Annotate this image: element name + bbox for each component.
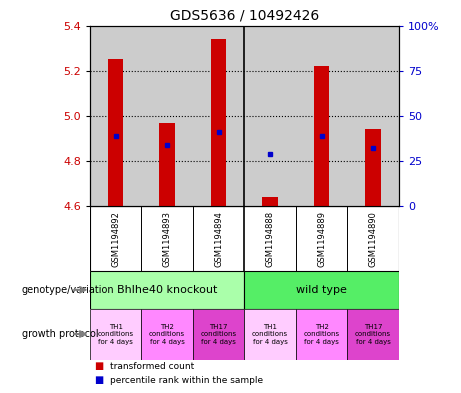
Text: ■: ■ <box>95 375 104 385</box>
Text: TH2
conditions
for 4 days: TH2 conditions for 4 days <box>149 323 185 345</box>
Text: TH17
conditions
for 4 days: TH17 conditions for 4 days <box>201 323 236 345</box>
Bar <box>244 309 296 360</box>
Text: TH1
conditions
for 4 days: TH1 conditions for 4 days <box>252 323 288 345</box>
Bar <box>90 271 244 309</box>
Text: GSM1194889: GSM1194889 <box>317 211 326 267</box>
Bar <box>90 309 142 360</box>
Text: transformed count: transformed count <box>110 362 194 371</box>
Text: GSM1194892: GSM1194892 <box>111 211 120 267</box>
Bar <box>365 129 381 206</box>
Text: genotype/variation: genotype/variation <box>22 285 115 295</box>
Bar <box>347 309 399 360</box>
Title: GDS5636 / 10492426: GDS5636 / 10492426 <box>170 9 319 23</box>
Text: growth protocol: growth protocol <box>22 329 99 339</box>
Bar <box>142 309 193 360</box>
Bar <box>244 271 399 309</box>
Text: GSM1194888: GSM1194888 <box>266 211 275 267</box>
Text: wild type: wild type <box>296 285 347 295</box>
Bar <box>211 39 226 206</box>
Bar <box>193 309 244 360</box>
Text: GSM1194894: GSM1194894 <box>214 211 223 267</box>
Bar <box>314 66 329 206</box>
Bar <box>160 123 175 206</box>
Text: TH2
conditions
for 4 days: TH2 conditions for 4 days <box>303 323 340 345</box>
Bar <box>296 309 347 360</box>
Text: GSM1194893: GSM1194893 <box>163 211 171 267</box>
Text: GSM1194890: GSM1194890 <box>368 211 378 267</box>
Text: Bhlhe40 knockout: Bhlhe40 knockout <box>117 285 217 295</box>
Text: percentile rank within the sample: percentile rank within the sample <box>110 376 263 385</box>
Text: ■: ■ <box>95 362 104 371</box>
Text: TH1
conditions
for 4 days: TH1 conditions for 4 days <box>98 323 134 345</box>
Bar <box>108 59 124 206</box>
Text: TH17
conditions
for 4 days: TH17 conditions for 4 days <box>355 323 391 345</box>
Bar <box>262 197 278 206</box>
